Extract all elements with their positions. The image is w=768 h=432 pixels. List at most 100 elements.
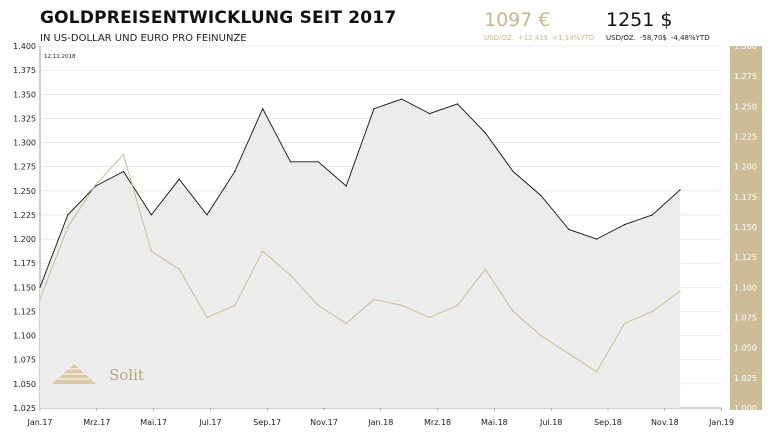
- usd-data-point: [596, 238, 598, 240]
- usd-data-point: [568, 228, 570, 230]
- eur-data-point: [234, 304, 236, 306]
- x-tick-label: Mrz.17: [83, 418, 110, 427]
- price-eur-change: USD/OZ. +12,41$ +1,14%YTD: [484, 33, 598, 43]
- eur-data-point: [456, 304, 459, 306]
- x-tick-label: Jan.19: [708, 418, 734, 427]
- price-usd-change: USD/OZ. -58,70$ -4,48%YTD: [606, 33, 714, 43]
- right-tick-label: 1.300: [734, 42, 757, 51]
- right-axis: 1.000 1.025 1.050 1.075 1.100 1.125 1.150 1.175…: [734, 42, 757, 413]
- usd-data-point: [512, 170, 514, 173]
- price-eur-change-pct: +1,14%YTD: [552, 34, 595, 42]
- right-tick-label: 1.275: [734, 72, 757, 81]
- left-tick-label: 1.325: [13, 114, 36, 123]
- left-tick-label: 1.300: [13, 139, 36, 148]
- eur-data-point: [345, 322, 347, 325]
- left-tick-label: 1.375: [13, 66, 36, 75]
- date-label: 12.12.2018: [44, 54, 76, 60]
- right-tick-label: 1.075: [734, 314, 757, 323]
- usd-data-point: [150, 214, 152, 216]
- left-tick-label: 1.075: [13, 356, 36, 365]
- eur-data-point: [289, 274, 292, 276]
- price-usd-unit: USD/OZ.: [606, 34, 636, 42]
- right-axis-band: [730, 46, 762, 410]
- usd-data-point: [262, 108, 264, 110]
- left-tick-label: 1.400: [13, 42, 36, 51]
- x-tick-label: Sep.17: [253, 418, 281, 427]
- right-tick-label: 1.100: [734, 283, 757, 292]
- right-tick-label: 1.250: [734, 102, 757, 111]
- usd-data-point: [623, 224, 626, 226]
- right-tick-label: 1.050: [734, 344, 757, 353]
- usd-area-fill: [40, 99, 681, 408]
- x-tick-label: Jul.18: [539, 418, 562, 427]
- usd-data-point: [39, 286, 41, 288]
- left-tick-label: 1.175: [13, 259, 36, 268]
- usd-data-point: [178, 178, 180, 180]
- x-tick-label: Mrz.18: [424, 418, 451, 427]
- usd-data-point: [456, 103, 459, 105]
- eur-data-point: [568, 353, 570, 355]
- right-tick-label: 1.200: [734, 163, 757, 172]
- usd-data-point: [651, 214, 653, 216]
- usd-data-point: [67, 214, 69, 216]
- usd-data-point: [234, 170, 236, 173]
- x-tick-label: Sep.18: [594, 418, 622, 427]
- usd-data-point: [206, 214, 208, 216]
- price-usd-block: 1251 $ USD/OZ. -58,70$ -4,48%YTD: [606, 9, 714, 43]
- x-tick-label: Mai.17: [140, 418, 167, 427]
- x-tick-label: Jan.18: [367, 418, 393, 427]
- x-tick-label: Nov.18: [651, 418, 679, 427]
- eur-data-point: [401, 304, 403, 306]
- eur-data-point: [262, 250, 264, 252]
- eur-data-point: [39, 298, 41, 300]
- usd-data-point: [484, 132, 486, 134]
- left-tick-label: 1.275: [13, 163, 36, 172]
- price-eur-unit: USD/OZ.: [484, 34, 514, 42]
- solit-logo: Solit: [52, 364, 144, 384]
- eur-data-point: [317, 304, 319, 306]
- eur-series-line: [39, 154, 681, 373]
- usd-data-point: [401, 98, 403, 100]
- right-tick-label: 1.225: [734, 133, 757, 142]
- usd-data-point: [429, 113, 431, 115]
- left-tick-label: 1.200: [13, 235, 36, 244]
- price-eur-value: 1097 €: [484, 9, 551, 31]
- usd-data-point: [122, 170, 125, 173]
- eur-data-point: [206, 316, 208, 319]
- eur-data-point: [150, 250, 152, 252]
- usd-data-point: [317, 161, 319, 163]
- eur-data-point: [95, 184, 97, 186]
- eur-data-point: [122, 154, 125, 156]
- left-tick-label: 1.025: [13, 404, 36, 413]
- left-tick-label: 1.125: [13, 307, 36, 316]
- eur-data-point: [540, 335, 542, 337]
- usd-data-point: [679, 189, 681, 191]
- eur-data-point: [623, 322, 626, 325]
- x-tick-label: Jul.17: [198, 418, 221, 427]
- chart-title: GOLDPREISENTWICKLUNG SEIT 2017: [40, 8, 397, 28]
- x-tick-label: Mai.18: [481, 418, 508, 427]
- x-tick-label: Jan.17: [26, 418, 52, 427]
- usd-data-point: [373, 108, 375, 110]
- x-tick-label: Nov.17: [310, 418, 338, 427]
- eur-data-point: [512, 310, 514, 313]
- usd-data-point: [540, 195, 542, 197]
- price-eur-block: 1097 € USD/OZ. +12,41$ +1,14%YTD: [484, 9, 598, 43]
- price-usd-change-pct: -4,48%YTD: [670, 34, 710, 42]
- price-usd-value: 1251 $: [606, 9, 673, 31]
- eur-data-point: [373, 298, 375, 300]
- eur-data-point: [429, 316, 431, 319]
- right-tick-label: 1.025: [734, 374, 757, 383]
- eur-data-point: [679, 290, 681, 292]
- x-axis: Jan.17 Mrz.17 Mai.17 Jul.17 Sep.17 Nov.17 Jan.…: [26, 408, 734, 427]
- eur-data-point: [178, 268, 180, 270]
- right-tick-label: 1.175: [734, 193, 757, 202]
- price-usd-change-abs: -58,70$: [639, 34, 667, 42]
- right-tick-label: 1.150: [734, 223, 757, 232]
- left-axis: 1.025 1.050 1.075 1.100 1.125 1.150 1.175 1.200…: [13, 42, 36, 413]
- left-tick-label: 1.225: [13, 211, 36, 220]
- usd-series-line: [39, 98, 681, 288]
- usd-data-point: [345, 185, 347, 187]
- eur-data-point: [596, 371, 598, 373]
